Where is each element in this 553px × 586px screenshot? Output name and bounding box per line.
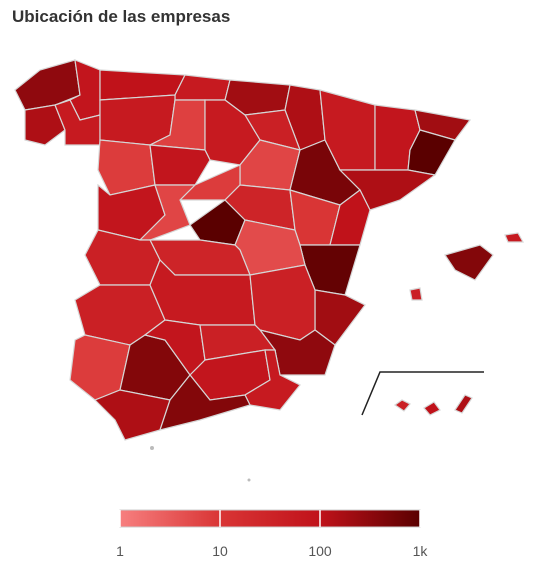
region: [159, 374, 251, 431]
ceuta: [150, 446, 154, 450]
region: [244, 349, 301, 411]
melilla: [247, 478, 251, 482]
region: [409, 287, 423, 301]
region: [329, 189, 371, 246]
chart-title: Ubicación de las empresas: [12, 7, 230, 26]
region: [174, 74, 231, 101]
tick-label: 1: [116, 543, 124, 559]
region: [138, 184, 197, 241]
region: [149, 144, 211, 186]
region: [249, 264, 316, 341]
region: [24, 104, 66, 146]
tick-label: 10: [212, 543, 228, 559]
tick-label: 100: [308, 543, 332, 559]
regions: [14, 59, 525, 441]
region: [444, 244, 494, 281]
region: [93, 389, 171, 441]
region: [423, 401, 441, 416]
color-legend: 1 10 100 1k: [116, 509, 429, 559]
color-bar: [119, 509, 421, 528]
region: [454, 394, 473, 414]
canarias-inset-frame: [361, 371, 484, 416]
region: [393, 399, 411, 412]
region: [338, 169, 437, 211]
region: [504, 232, 525, 243]
tick-label: 1k: [413, 543, 429, 559]
